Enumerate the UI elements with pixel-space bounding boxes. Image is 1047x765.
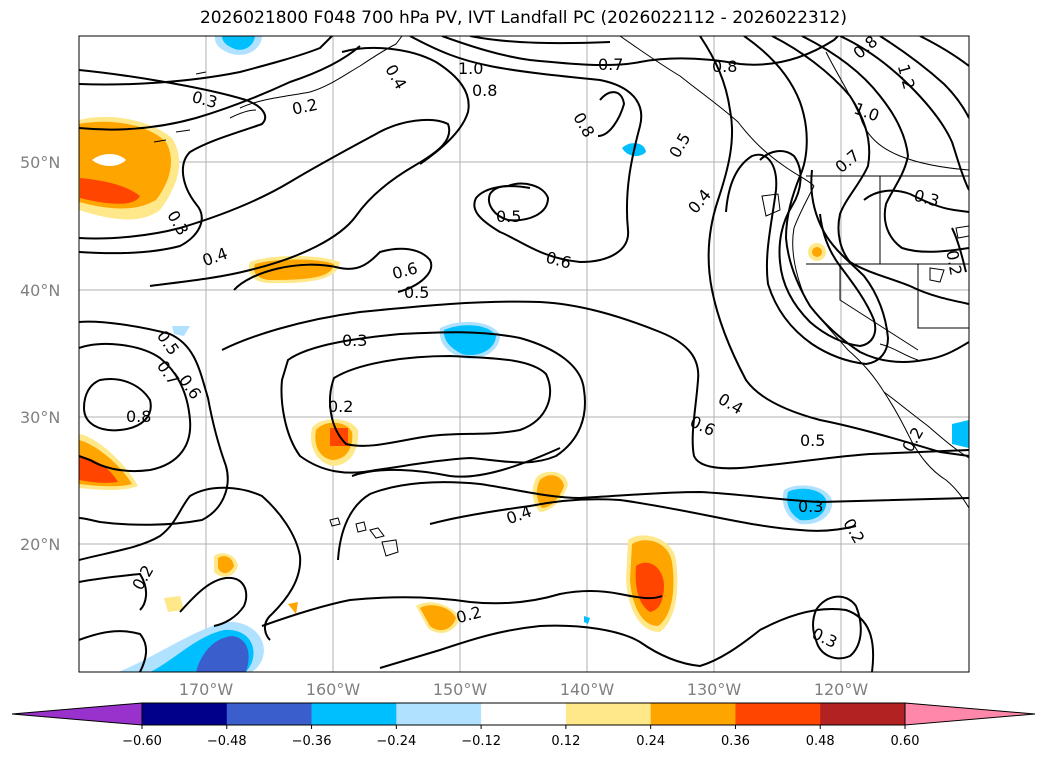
colorbar-extend-high <box>904 702 1036 726</box>
colorbar-segment <box>226 703 313 725</box>
lat-label: 20°N <box>20 535 60 554</box>
colorbar-tick-label: 0.48 <box>806 734 835 749</box>
colorbar-tick-label: 0.60 <box>891 734 920 749</box>
colorbar-segment <box>396 703 482 725</box>
contour-label: 0.3 <box>798 497 823 516</box>
contour-label: 0.8 <box>712 57 737 76</box>
colorbar-segment <box>142 703 228 725</box>
colorbar-segment <box>820 703 906 725</box>
lat-label: 40°N <box>20 281 60 300</box>
contour-label: 0.3 <box>342 331 367 350</box>
colorbar-segment <box>311 703 397 725</box>
colorbar-tick-label: 0.12 <box>551 734 580 749</box>
colorbar-tick-label: −0.12 <box>461 734 501 749</box>
contour-label: 0.7 <box>598 55 623 74</box>
contour-label: 1.0 <box>458 59 483 78</box>
lat-label: 50°N <box>20 153 60 172</box>
colorbar-tick-label: −0.36 <box>292 734 332 749</box>
contour-label: 0.8 <box>126 407 151 426</box>
contour-label: 0.8 <box>472 81 497 100</box>
colorbar-tick-label: −0.60 <box>122 734 162 749</box>
contour-label: 0.2 <box>942 249 965 277</box>
colorbar-tick-label: 0.36 <box>721 734 750 749</box>
contour-label: 0.5 <box>496 207 521 226</box>
colorbar-tick-label: 0.24 <box>636 734 665 749</box>
colorbar-segment <box>650 703 736 725</box>
colorbar-segment <box>481 703 567 725</box>
colorbar-segment <box>735 703 821 725</box>
map-frame-bg <box>79 36 969 672</box>
lon-label: 130°W <box>687 680 742 699</box>
map-title: 2026021800 F048 700 hPa PV, IVT Landfall… <box>199 8 847 28</box>
lat-label: 30°N <box>20 408 60 427</box>
contour-label: 0.5 <box>404 283 429 302</box>
coastlines <box>153 36 969 557</box>
colorbar-segment <box>565 703 652 725</box>
colorbar-extend-low <box>11 702 143 726</box>
lon-label: 160°W <box>306 680 361 699</box>
gridlines <box>79 36 969 672</box>
pv-fill-shading <box>79 36 969 672</box>
longitude-labels: 170°W 160°W 150°W 140°W 130°W 120°W <box>179 680 869 699</box>
lon-label: 120°W <box>814 680 869 699</box>
latitude-labels: 50°N 40°N 30°N 20°N <box>20 153 60 554</box>
colorbar: −0.60 −0.48 −0.36 −0.24 −0.12 0.12 0.24 0.36 0.4… <box>11 702 1036 749</box>
lon-label: 150°W <box>433 680 488 699</box>
lon-label: 170°W <box>179 680 234 699</box>
contour-label: 0.2 <box>290 95 319 119</box>
map-frame <box>78 35 970 673</box>
contour-lines <box>79 36 969 672</box>
contour-label: 0.5 <box>800 431 825 450</box>
contour-label: 0.2 <box>328 397 353 416</box>
colorbar-tick-label: −0.24 <box>376 734 416 749</box>
colorbar-tick-label: −0.48 <box>207 734 247 749</box>
colorbar-outline <box>141 702 906 726</box>
lon-label: 140°W <box>560 680 615 699</box>
